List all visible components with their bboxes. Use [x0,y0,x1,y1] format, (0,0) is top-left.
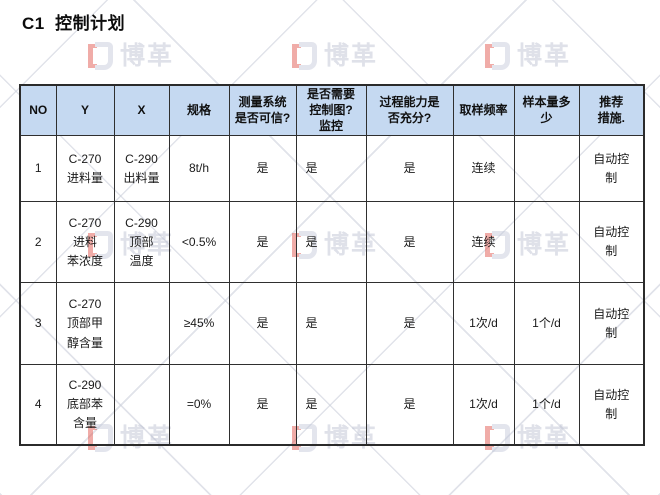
column-header-sampling-frequency: 取样频率 [452,84,515,137]
cell-spec: 8t/h [168,135,230,203]
table-row: 2 C-270 进料 苯浓度 C-290 顶部 温度 <0.5% 是 是 是 连… [19,201,645,284]
cell-x: C-290 顶部 温度 [113,201,170,284]
cell-y: C-270 进料量 [55,135,115,203]
cell-recommended-action: 自动控 制 [578,201,645,284]
brand-watermark-text: 博革 [120,41,175,70]
cell-process-capability: 是 [365,135,454,203]
cell-no: 1 [19,135,57,203]
cell-spec: ≥45% [168,282,230,366]
brand-watermark-text: 博革 [517,41,572,70]
brand-watermark: 博革 [485,42,571,70]
bogee-logo-icon [485,42,510,70]
cell-x [113,282,170,366]
cell-measurement-reliable: 是 [228,282,297,366]
bogee-logo-icon [88,42,113,70]
cell-sampling-frequency: 1次/d [452,282,515,366]
cell-sample-size [513,201,580,284]
bogee-logo-icon [292,42,317,70]
brand-watermark: 博革 [292,42,378,70]
cell-control-chart-needed: 是 [295,364,367,446]
cell-measurement-reliable: 是 [228,135,297,203]
column-header-x: X [113,84,170,137]
cell-measurement-reliable: 是 [228,201,297,284]
cell-process-capability: 是 [365,364,454,446]
table-row: 1 C-270 进料量 C-290 出料量 8t/h 是 是 是 连续 自动控 … [19,135,645,203]
cell-y: C-270 进料 苯浓度 [55,201,115,284]
cell-sample-size: 1个/d [513,282,580,366]
column-header-recommended-action: 推荐 措施. [578,84,645,137]
table-row: 3 C-270 顶部甲 醇含量 ≥45% 是 是 是 1次/d 1个/d 自动控… [19,282,645,366]
cell-no: 4 [19,364,57,446]
cell-sampling-frequency: 连续 [452,201,515,284]
cell-sample-size [513,135,580,203]
cell-x: C-290 出料量 [113,135,170,203]
cell-sampling-frequency: 1次/d [452,364,515,446]
cell-process-capability: 是 [365,201,454,284]
column-header-measurement-reliable: 测量系统 是否可信? [228,84,297,137]
cell-y: C-290 底部苯 含量 [55,364,115,446]
column-header-control-chart-needed: 是否需要 控制图? 监控 [295,84,367,137]
cell-x [113,364,170,446]
page-title: C1 控制计划 [22,14,126,33]
control-plan-table: NO Y X 规格 测量系统 是否可信? 是否需要 控制图? 监控 过程能力是 … [19,84,645,446]
brand-watermark: 博革 [88,42,174,70]
column-header-process-capability: 过程能力是 否充分? [365,84,454,137]
cell-measurement-reliable: 是 [228,364,297,446]
cell-sample-size: 1个/d [513,364,580,446]
cell-process-capability: 是 [365,282,454,366]
brand-watermark-text: 博革 [324,41,379,70]
cell-no: 3 [19,282,57,366]
cell-recommended-action: 自动控 制 [578,135,645,203]
cell-control-chart-needed: 是 [295,201,367,284]
table-row: 4 C-290 底部苯 含量 =0% 是 是 是 1次/d 1个/d 自动控 制 [19,364,645,446]
cell-no: 2 [19,201,57,284]
cell-sampling-frequency: 连续 [452,135,515,203]
column-header-spec: 规格 [168,84,230,137]
cell-spec: <0.5% [168,201,230,284]
column-header-y: Y [55,84,115,137]
cell-spec: =0% [168,364,230,446]
column-header-sample-size: 样本量多 少 [513,84,580,137]
cell-control-chart-needed: 是 [295,282,367,366]
cell-y: C-270 顶部甲 醇含量 [55,282,115,366]
header-row: NO Y X 规格 测量系统 是否可信? 是否需要 控制图? 监控 过程能力是 … [19,84,645,137]
cell-control-chart-needed: 是 [295,135,367,203]
cell-recommended-action: 自动控 制 [578,282,645,366]
column-header-no: NO [19,84,57,137]
cell-recommended-action: 自动控 制 [578,364,645,446]
